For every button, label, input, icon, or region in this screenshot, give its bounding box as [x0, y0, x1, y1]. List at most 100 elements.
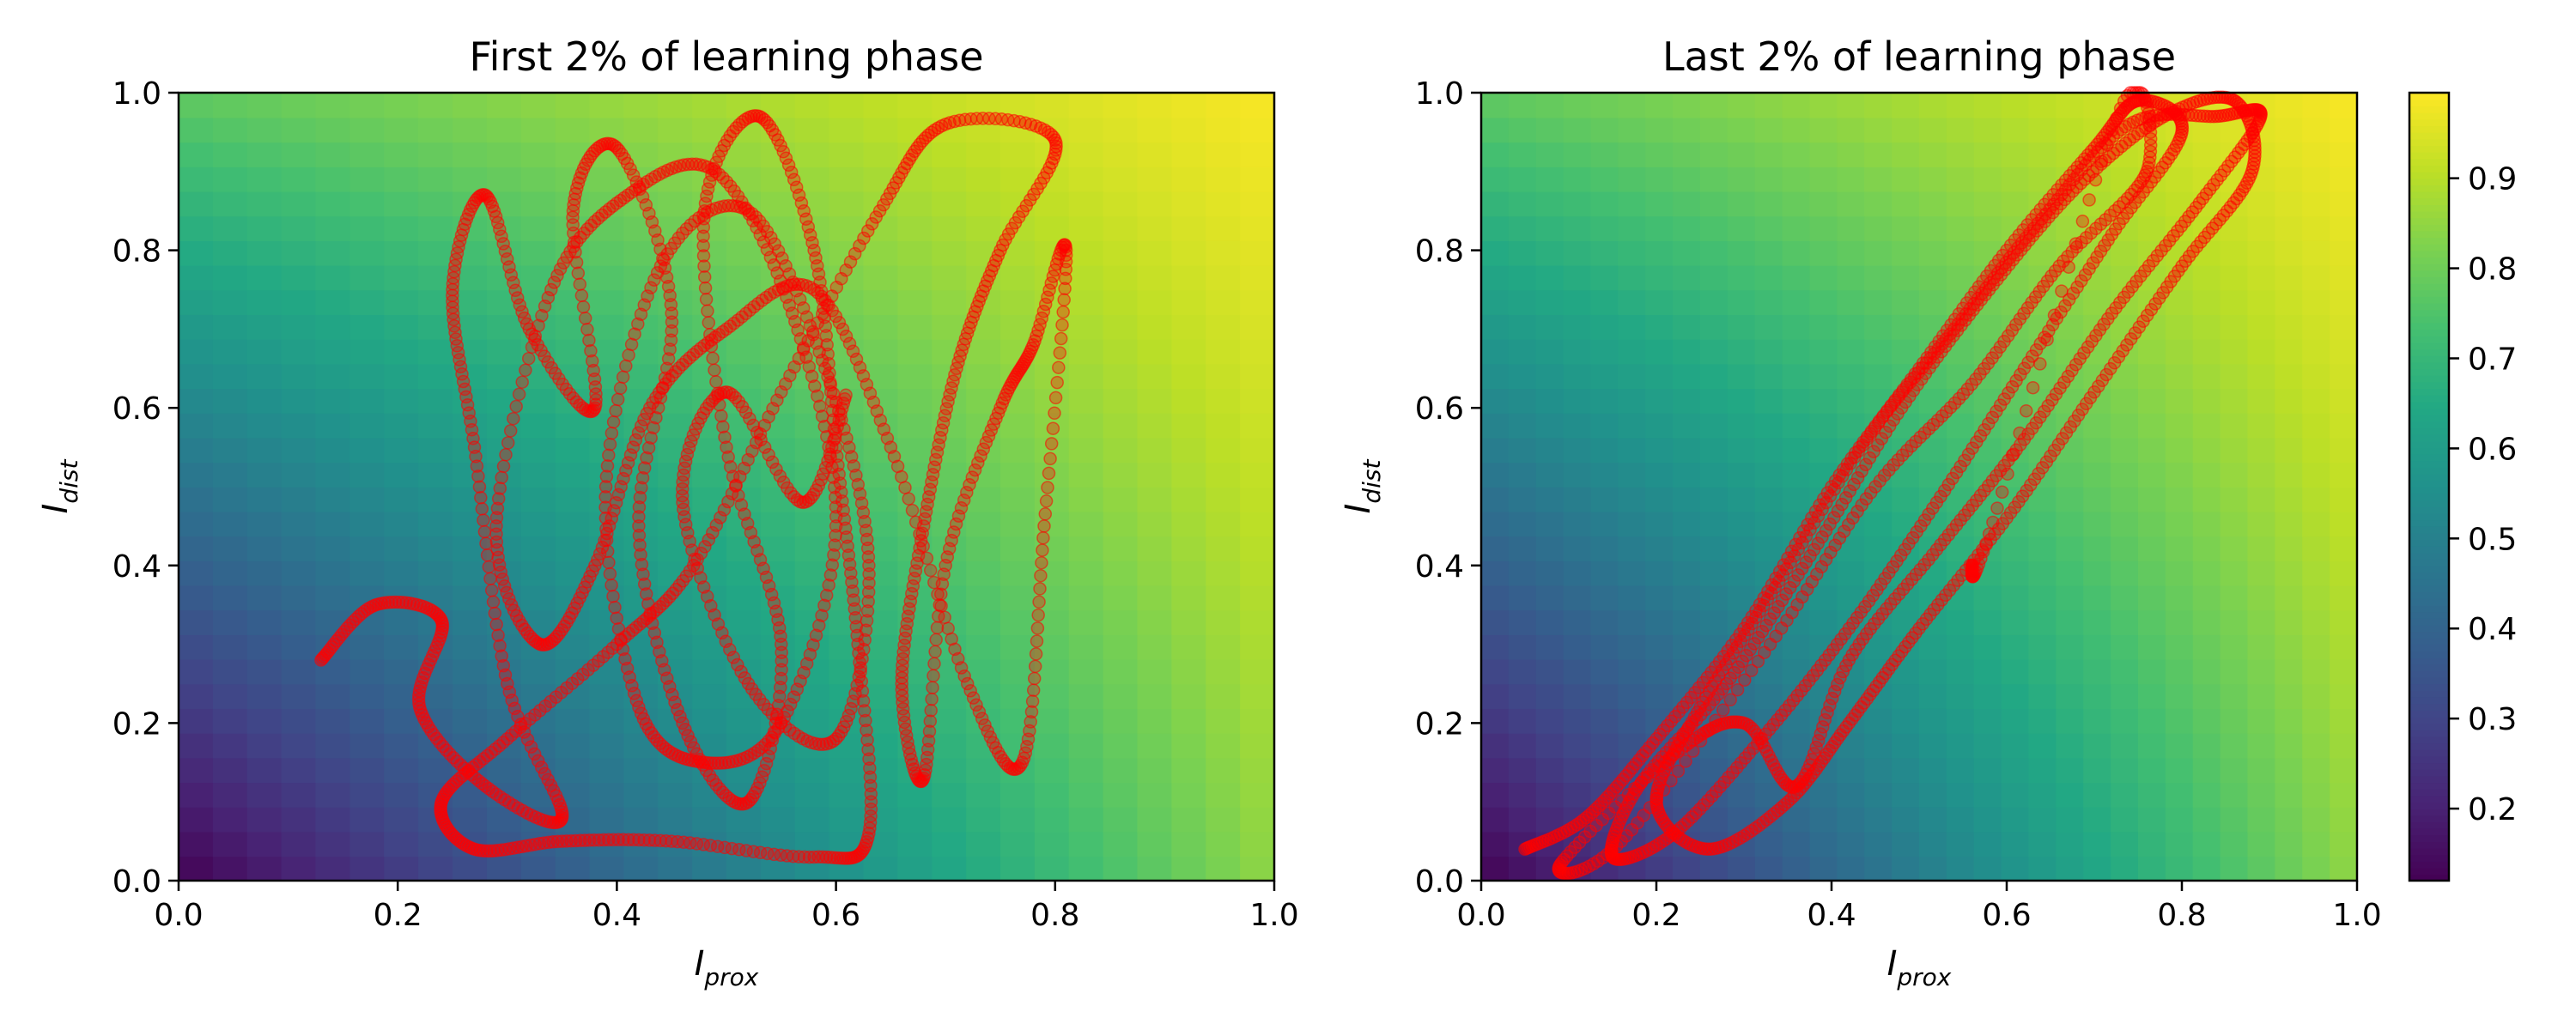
- heatmap-cell: [1645, 536, 1674, 561]
- heatmap-cell: [1590, 264, 1619, 291]
- heatmap-cell: [1481, 215, 1510, 241]
- heatmap-cell: [1535, 412, 1564, 439]
- heatmap-cell: [966, 560, 1001, 586]
- heatmap-cell: [453, 585, 488, 611]
- heatmap-cell: [932, 806, 967, 833]
- trajectory-point: [930, 621, 945, 635]
- heatmap-cell: [1563, 142, 1592, 167]
- heatmap-cell: [897, 338, 933, 365]
- heatmap-cell: [692, 856, 727, 882]
- trajectory-point: [926, 681, 939, 694]
- heatmap-cell: [1103, 585, 1139, 611]
- heatmap-cell: [1481, 240, 1510, 266]
- heatmap-cell: [2302, 388, 2330, 414]
- trajectory-point: [475, 502, 489, 516]
- heatmap-cell: [658, 462, 693, 488]
- heatmap-cell: [1892, 338, 1920, 365]
- heatmap-cell: [1240, 412, 1275, 439]
- heatmap-cell: [1673, 585, 1701, 611]
- trajectory-point: [495, 649, 508, 663]
- heatmap-cell: [932, 732, 967, 759]
- heatmap-cell: [486, 856, 522, 882]
- heatmap-cell: [2056, 487, 2085, 512]
- heatmap-cell: [1700, 388, 1728, 414]
- heatmap-cell: [2247, 585, 2276, 611]
- trajectory-point: [637, 577, 652, 591]
- heatmap-cell: [1206, 856, 1241, 882]
- trajectory-point: [640, 451, 653, 465]
- heatmap-cell: [212, 264, 248, 291]
- trajectory-point: [639, 587, 653, 601]
- heatmap-cell: [1892, 708, 1920, 734]
- trajectory-point: [706, 351, 720, 366]
- heatmap-cell: [349, 806, 386, 833]
- heatmap-cell: [2275, 708, 2304, 734]
- heatmap-cell: [1481, 831, 1510, 857]
- heatmap-cell: [1673, 536, 1701, 561]
- heatmap-cell: [1508, 437, 1537, 464]
- heatmap-cell: [1068, 167, 1104, 192]
- trajectory-point: [696, 249, 711, 263]
- heatmap-cell: [1919, 167, 1947, 192]
- heatmap-cell: [2302, 634, 2330, 660]
- heatmap-cell: [453, 511, 488, 537]
- heatmap-cell: [1700, 338, 1728, 365]
- heatmap-cell: [1864, 93, 1893, 118]
- heatmap-cell: [1837, 363, 1866, 390]
- heatmap-cell: [1137, 437, 1173, 464]
- heatmap-cell: [1919, 93, 1947, 118]
- heatmap-cell: [315, 585, 351, 611]
- trajectory-point: [603, 437, 617, 451]
- heatmap-cell: [1837, 314, 1866, 340]
- heatmap-cell: [1673, 462, 1701, 488]
- heatmap-cell: [1782, 191, 1811, 217]
- heatmap-cell: [1645, 289, 1674, 315]
- heatmap-cell: [212, 215, 248, 241]
- trajectory-point: [1027, 671, 1042, 686]
- heatmap-cell: [863, 658, 899, 685]
- heatmap-cell: [1068, 240, 1104, 266]
- heatmap-cell: [2220, 683, 2249, 709]
- heatmap-cell: [281, 831, 317, 857]
- heatmap-cell: [1508, 487, 1537, 512]
- y-tick-label: 1.0: [112, 76, 161, 112]
- heatmap-cell: [2330, 806, 2358, 833]
- heatmap-cell: [1809, 167, 1838, 192]
- heatmap-cell: [1782, 117, 1811, 143]
- heatmap-cell: [2247, 215, 2276, 241]
- heatmap-cell: [1137, 215, 1173, 241]
- heatmap-cell: [1171, 289, 1207, 315]
- heatmap-cell: [384, 437, 419, 464]
- heatmap-cell: [1535, 314, 1564, 340]
- heatmap-cell: [349, 388, 386, 414]
- heatmap-cell: [2330, 264, 2358, 291]
- heatmap-cell: [1240, 142, 1275, 167]
- heatmap-cell: [1782, 363, 1811, 390]
- heatmap-cell: [2001, 142, 2030, 167]
- heatmap-cell: [2247, 191, 2276, 217]
- heatmap-cell: [1481, 338, 1510, 365]
- heatmap-cell: [1618, 462, 1647, 488]
- heatmap-cell: [2138, 658, 2166, 685]
- trajectory-point: [927, 669, 940, 683]
- heatmap-cell: [2330, 634, 2358, 660]
- heatmap-cell: [1727, 93, 1756, 118]
- heatmap-cell: [1206, 560, 1241, 586]
- heatmap-cell: [2083, 708, 2111, 734]
- heatmap-cell: [1973, 757, 2002, 784]
- heatmap-cell: [1481, 437, 1510, 464]
- heatmap-cell: [384, 536, 419, 561]
- heatmap-cell: [2001, 117, 2030, 143]
- heatmap-cell: [212, 658, 248, 685]
- heatmap-cell: [1171, 167, 1207, 192]
- heatmap-cell: [1563, 708, 1592, 734]
- heatmap-cell: [1137, 191, 1173, 217]
- heatmap-cell: [1563, 487, 1592, 512]
- heatmap-cell: [932, 289, 967, 315]
- x-tick-label: 0.6: [811, 898, 860, 933]
- heatmap-cell: [1809, 191, 1838, 217]
- heatmap-cell: [2220, 240, 2249, 266]
- heatmap-cell: [1563, 167, 1592, 192]
- heatmap-cell: [349, 117, 386, 143]
- heatmap-cell: [2111, 487, 2139, 512]
